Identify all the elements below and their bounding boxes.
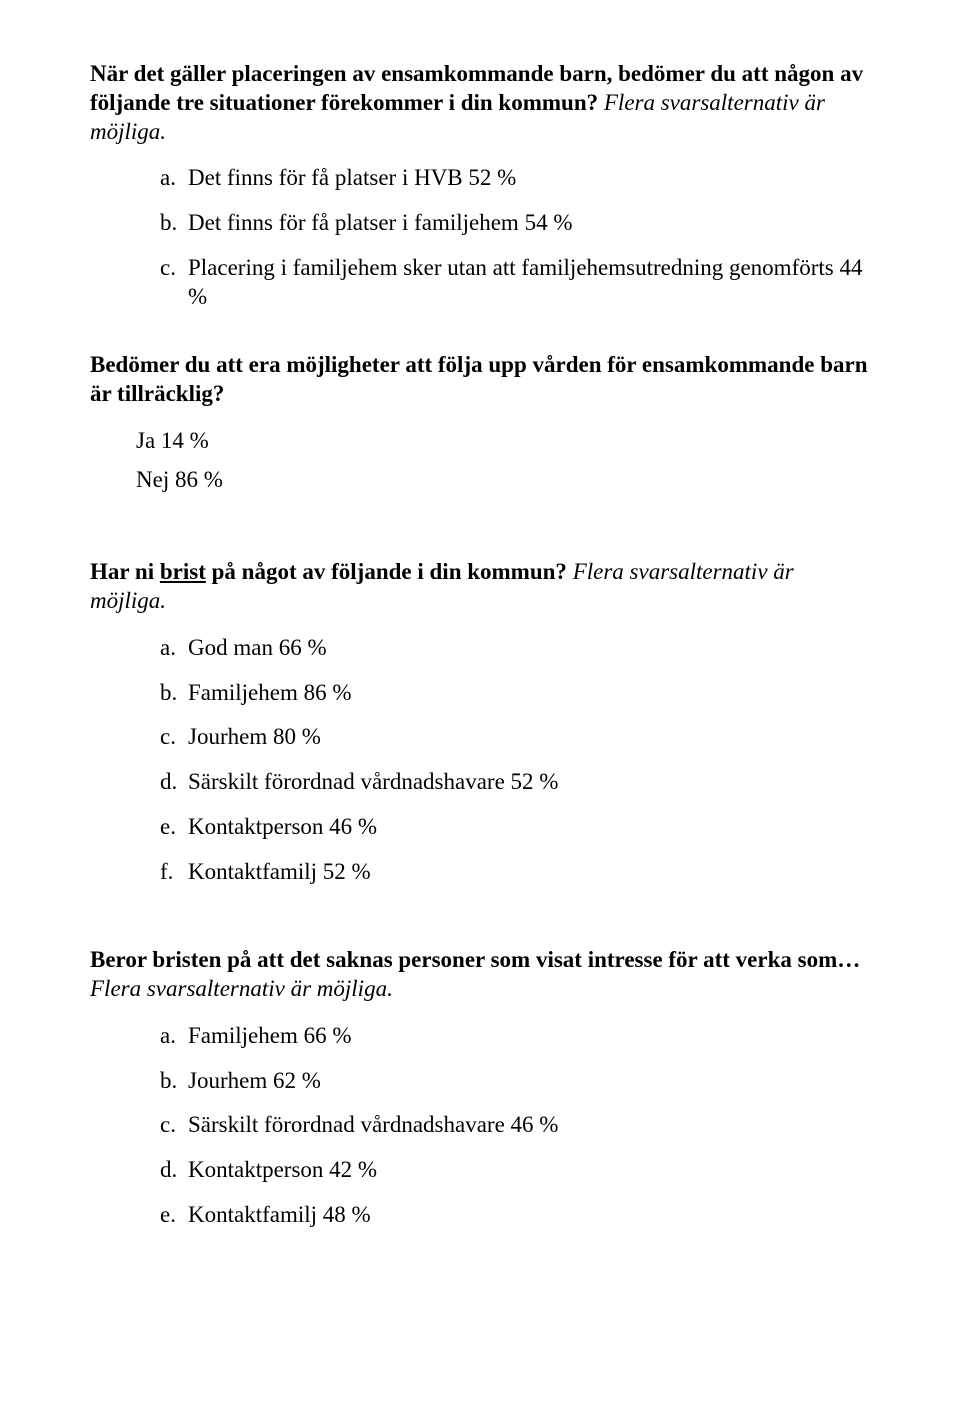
- answer-text: Ja 14 %: [136, 427, 870, 456]
- option-text: Jourhem 80 %: [188, 723, 321, 752]
- option-letter: a.: [160, 634, 188, 663]
- option-text: Särskilt förordnad vårdnadshavare 46 %: [188, 1111, 558, 1140]
- list-item: f. Kontaktfamilj 52 %: [160, 858, 870, 887]
- document-page: När det gäller placeringen av ensamkomma…: [0, 0, 960, 1330]
- option-letter: e.: [160, 813, 188, 842]
- question-2: Bedömer du att era möjligheter att följa…: [90, 351, 870, 409]
- option-text: Det finns för få platser i familjehem 54…: [188, 209, 573, 238]
- question-1: När det gäller placeringen av ensamkomma…: [90, 60, 870, 146]
- list-item: e. Kontaktperson 46 %: [160, 813, 870, 842]
- list-item: c. Särskilt förordnad vårdnadshavare 46 …: [160, 1111, 870, 1140]
- question-3-bold-post: på något av följande i din kommun?: [206, 559, 567, 584]
- list-item: b. Jourhem 62 %: [160, 1067, 870, 1096]
- question-3-bold-pre: Har ni: [90, 559, 160, 584]
- question-4-italic: Flera svarsalternativ är möjliga.: [90, 976, 393, 1001]
- question-1-options: a. Det finns för få platser i HVB 52 % b…: [90, 164, 870, 311]
- list-item: a. Det finns för få platser i HVB 52 %: [160, 164, 870, 193]
- option-text: Kontaktperson 46 %: [188, 813, 377, 842]
- option-text: Det finns för få platser i HVB 52 %: [188, 164, 516, 193]
- question-2-bold: Bedömer du att era möjligheter att följa…: [90, 352, 868, 406]
- question-3-bold-underline: brist: [160, 559, 206, 584]
- list-item: a. God man 66 %: [160, 634, 870, 663]
- option-text: Särskilt förordnad vårdnadshavare 52 %: [188, 768, 558, 797]
- option-letter: a.: [160, 164, 188, 193]
- question-4: Beror bristen på att det saknas personer…: [90, 946, 870, 1004]
- list-item: c. Placering i familjehem sker utan att …: [160, 254, 870, 312]
- option-letter: d.: [160, 768, 188, 797]
- question-4-options: a. Familjehem 66 % b. Jourhem 62 % c. Sä…: [90, 1022, 870, 1230]
- list-item: d. Kontaktperson 42 %: [160, 1156, 870, 1185]
- option-text: God man 66 %: [188, 634, 327, 663]
- option-text: Familjehem 66 %: [188, 1022, 352, 1051]
- option-letter: c.: [160, 254, 188, 312]
- list-item: a. Familjehem 66 %: [160, 1022, 870, 1051]
- question-2-answers: Ja 14 % Nej 86 %: [90, 427, 870, 495]
- question-3-options: a. God man 66 % b. Familjehem 86 % c. Jo…: [90, 634, 870, 887]
- option-letter: f.: [160, 858, 188, 887]
- option-text: Familjehem 86 %: [188, 679, 352, 708]
- option-text: Jourhem 62 %: [188, 1067, 321, 1096]
- option-text: Kontaktfamilj 52 %: [188, 858, 371, 887]
- list-item: b. Familjehem 86 %: [160, 679, 870, 708]
- option-text: Placering i familjehem sker utan att fam…: [188, 254, 870, 312]
- question-4-bold: Beror bristen på att det saknas personer…: [90, 947, 860, 972]
- list-item: b. Det finns för få platser i familjehem…: [160, 209, 870, 238]
- option-letter: e.: [160, 1201, 188, 1230]
- option-letter: d.: [160, 1156, 188, 1185]
- spacer: [90, 524, 870, 558]
- option-letter: c.: [160, 1111, 188, 1140]
- list-item: d. Särskilt förordnad vårdnadshavare 52 …: [160, 768, 870, 797]
- option-letter: b.: [160, 679, 188, 708]
- question-3: Har ni brist på något av följande i din …: [90, 558, 870, 616]
- option-text: Kontaktfamilj 48 %: [188, 1201, 371, 1230]
- option-letter: b.: [160, 209, 188, 238]
- answer-text: Nej 86 %: [136, 466, 870, 495]
- option-letter: a.: [160, 1022, 188, 1051]
- option-text: Kontaktperson 42 %: [188, 1156, 377, 1185]
- list-item: c. Jourhem 80 %: [160, 723, 870, 752]
- spacer: [90, 926, 870, 946]
- option-letter: b.: [160, 1067, 188, 1096]
- list-item: e. Kontaktfamilj 48 %: [160, 1201, 870, 1230]
- option-letter: c.: [160, 723, 188, 752]
